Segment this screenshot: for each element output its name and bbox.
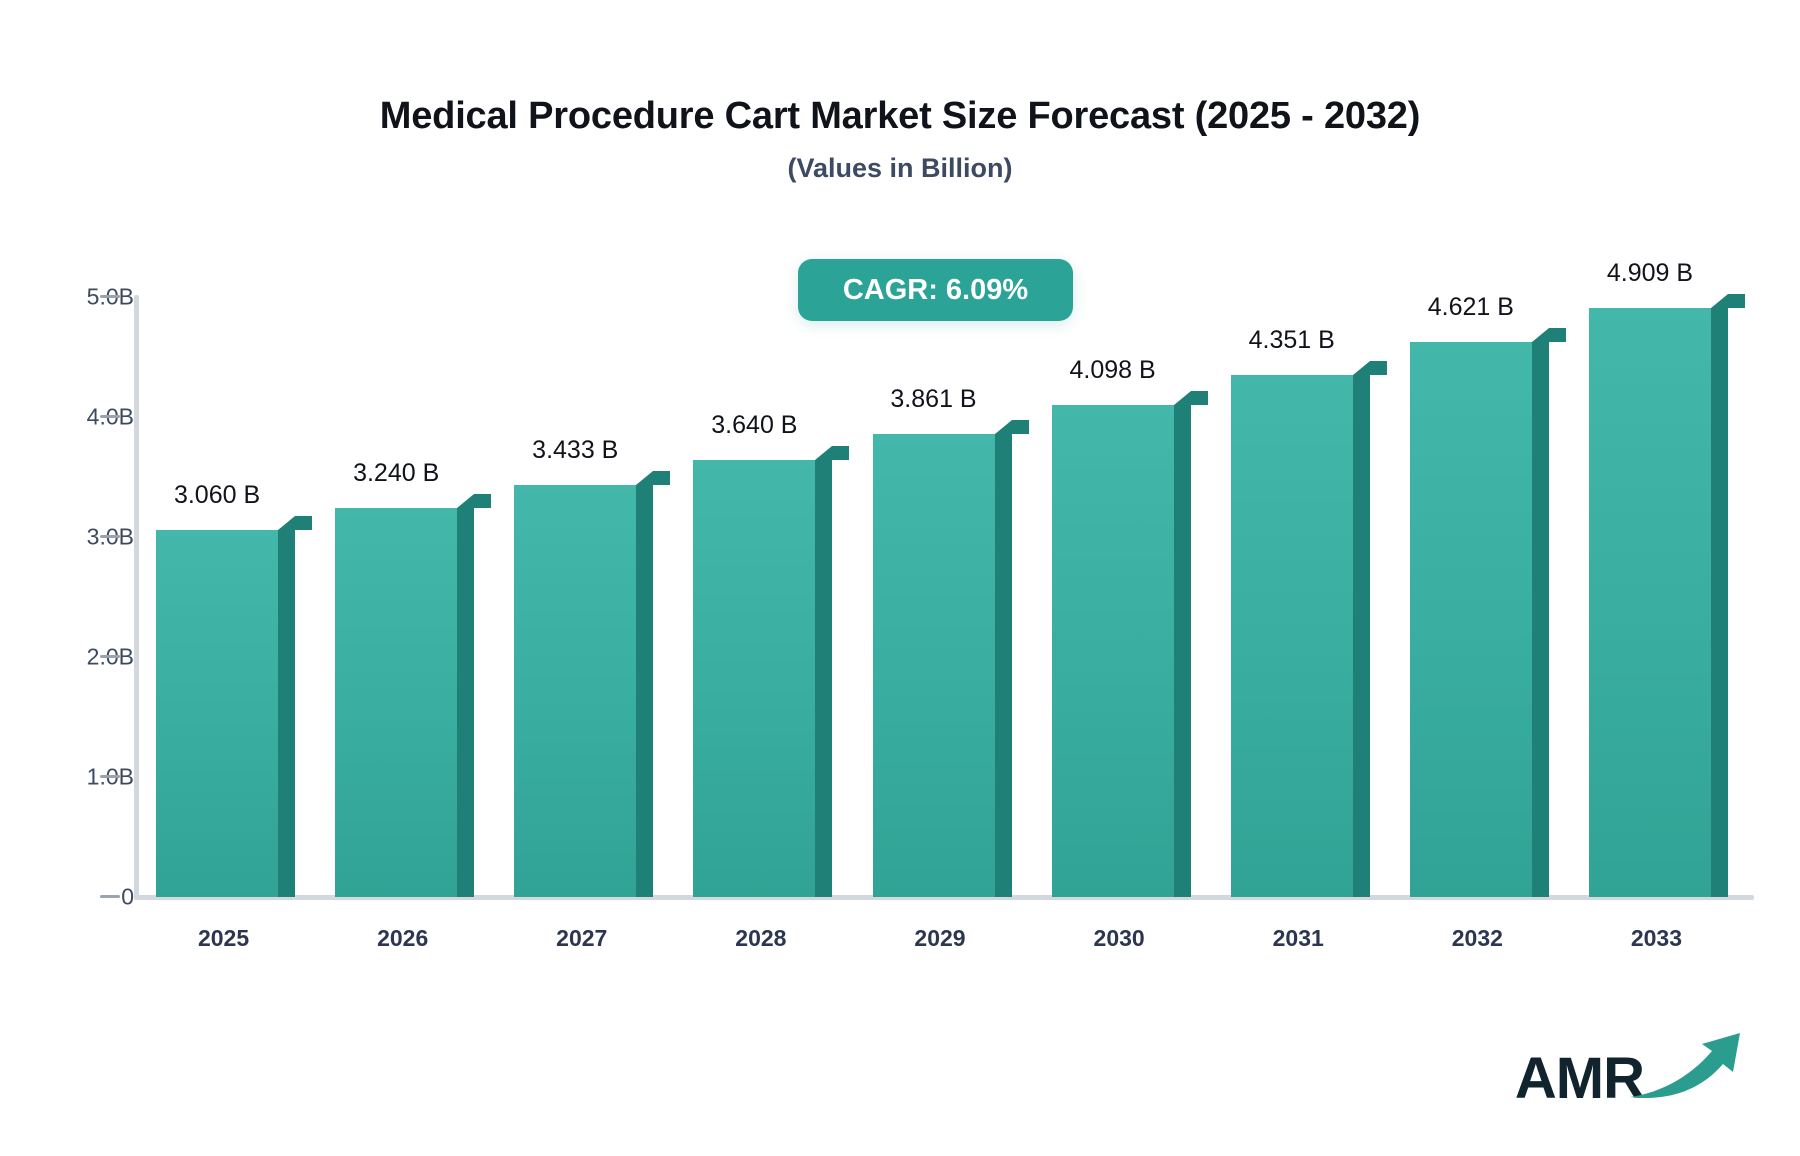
bar-top-face (994, 419, 1029, 434)
bar-2027[interactable]: 3.433 B (514, 436, 671, 897)
bar-side-face (278, 529, 296, 897)
bar-2031[interactable]: 4.351 B (1230, 326, 1387, 897)
x-axis-tick-label-2026: 2026 (377, 925, 429, 951)
y-axis-line (134, 295, 139, 899)
x-axis-tick-label-2030: 2030 (1093, 925, 1145, 951)
chart-subtitle: (Values in Billion) (787, 152, 1013, 183)
bar-value-label: 4.098 B (1069, 356, 1156, 385)
bar-2026[interactable]: 3.240 B (335, 459, 492, 897)
bar-side-face (1710, 307, 1728, 897)
x-axis-tick-label-2025: 2025 (197, 925, 250, 951)
bar-value-label: 3.433 B (532, 436, 619, 465)
cagr-badge-label: CAGR: 6.09% (842, 273, 1029, 306)
y-axis-tick-mark (100, 895, 120, 898)
bar-side-face (636, 485, 654, 897)
bar-side-face (815, 460, 833, 897)
bar-side-face (1352, 374, 1370, 897)
bar-front-face (335, 508, 458, 897)
bar-value-label: 4.621 B (1427, 293, 1514, 322)
bar-value-label: 3.861 B (890, 384, 977, 413)
bar-value-label: 4.909 B (1606, 258, 1694, 287)
cagr-badge: CAGR: 6.09% (798, 259, 1073, 321)
y-axis-tick-label: 4.0B (86, 403, 134, 430)
bar-front-face (156, 529, 279, 897)
bar-2029[interactable]: 3.861 B (872, 385, 1029, 897)
x-axis-tick-label-2029: 2029 (914, 925, 966, 951)
bar-value-label: 3.640 B (711, 411, 798, 440)
bar-2033[interactable]: 4.909 B (1588, 259, 1745, 897)
bar-side-face (994, 433, 1012, 897)
bar-front-face (872, 433, 995, 897)
bar-2032[interactable]: 4.621 B (1409, 293, 1566, 897)
y-axis-tick-mark (100, 295, 120, 298)
y-axis-tick-mark (100, 535, 120, 538)
bar-top-face (815, 446, 850, 461)
amr-logo: AMR (1515, 1027, 1748, 1108)
bar-2030[interactable]: 4.098 B (1051, 356, 1208, 897)
bar-front-face (1230, 374, 1353, 897)
bar-top-face (278, 515, 313, 530)
x-axis-tick-label-2033: 2033 (1630, 925, 1683, 951)
x-axis-line (134, 895, 1754, 900)
y-axis-tick-label: 0 (121, 883, 134, 910)
bar-front-face (693, 460, 816, 897)
page-title: Medical Procedure Cart Market Size Forec… (379, 95, 1421, 137)
growth-arrow-icon (1628, 1027, 1748, 1106)
y-axis-tick-label: 2.0B (86, 643, 134, 670)
x-axis-tick-label-2031: 2031 (1272, 925, 1324, 951)
x-axis-tick-label-2028: 2028 (735, 925, 787, 951)
y-axis-tick-mark (100, 775, 120, 778)
bar-front-face (1588, 307, 1711, 897)
bar-value-label: 4.351 B (1248, 325, 1335, 354)
bar-2028[interactable]: 3.640 B (693, 411, 850, 897)
bar-value-label: 3.240 B (353, 459, 440, 488)
chart-header: Medical Procedure Cart Market Size Forec… (0, 95, 1800, 183)
bar-side-face (457, 508, 475, 897)
bar-value-label: 3.060 B (173, 480, 261, 509)
bar-front-face (1409, 342, 1532, 897)
bar-2025[interactable]: 3.060 B (156, 481, 313, 897)
x-axis-tick-label-2027: 2027 (556, 925, 608, 951)
bar-top-face (1710, 293, 1745, 308)
y-axis-tick-mark (100, 415, 120, 418)
bar-side-face (1531, 342, 1549, 897)
x-axis-tick-label-2032: 2032 (1451, 925, 1503, 951)
bar-top-face (1531, 328, 1566, 343)
bar-top-face (636, 471, 671, 486)
bar-side-face (1173, 405, 1191, 897)
amr-logo-text: AMR (1514, 1046, 1645, 1111)
bar-front-face (1051, 405, 1174, 897)
bar-top-face (1352, 360, 1387, 375)
bar-top-face (1173, 391, 1208, 406)
y-axis-tick-label: 1.0B (86, 763, 134, 790)
bar-top-face (457, 494, 492, 509)
y-axis-tick-label: 3.0B (86, 523, 134, 550)
y-axis-tick-label: 5.0B (86, 283, 134, 310)
bar-front-face (514, 485, 637, 897)
y-axis-tick-mark (100, 655, 120, 658)
